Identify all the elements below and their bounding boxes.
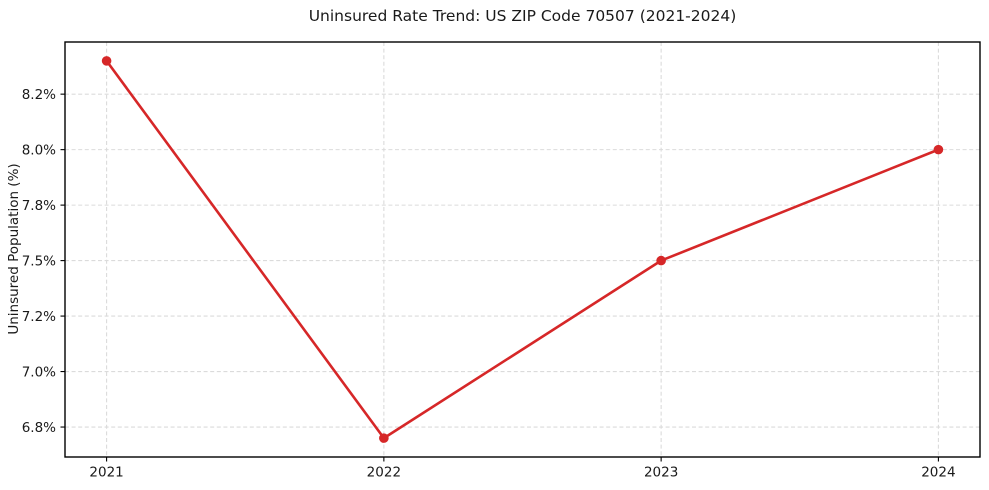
data-point-2022: [379, 433, 389, 443]
data-point-2021: [101, 56, 112, 66]
data-point-2024: [933, 144, 944, 155]
y-tick-label: 7.0%: [22, 364, 56, 380]
x-tick-label: 2022: [367, 465, 401, 481]
y-tick-label: 7.5%: [22, 253, 56, 269]
x-tick-label: 2023: [644, 465, 678, 481]
y-tick-label: 7.8%: [22, 198, 56, 214]
x-tick-label: 2024: [921, 465, 955, 481]
chart-title: Uninsured Rate Trend: US ZIP Code 70507 …: [308, 7, 737, 25]
data-point-2023: [656, 255, 666, 266]
y-tick-label: 8.0%: [22, 142, 56, 158]
y-tick-label: 7.2%: [22, 309, 56, 325]
y-tick-label: 8.2%: [22, 87, 56, 103]
axes-spines: [64, 41, 981, 458]
y-tick-label: 6.8%: [22, 420, 56, 436]
x-tick-label: 2021: [89, 465, 123, 481]
trend-line: [105, 59, 940, 440]
